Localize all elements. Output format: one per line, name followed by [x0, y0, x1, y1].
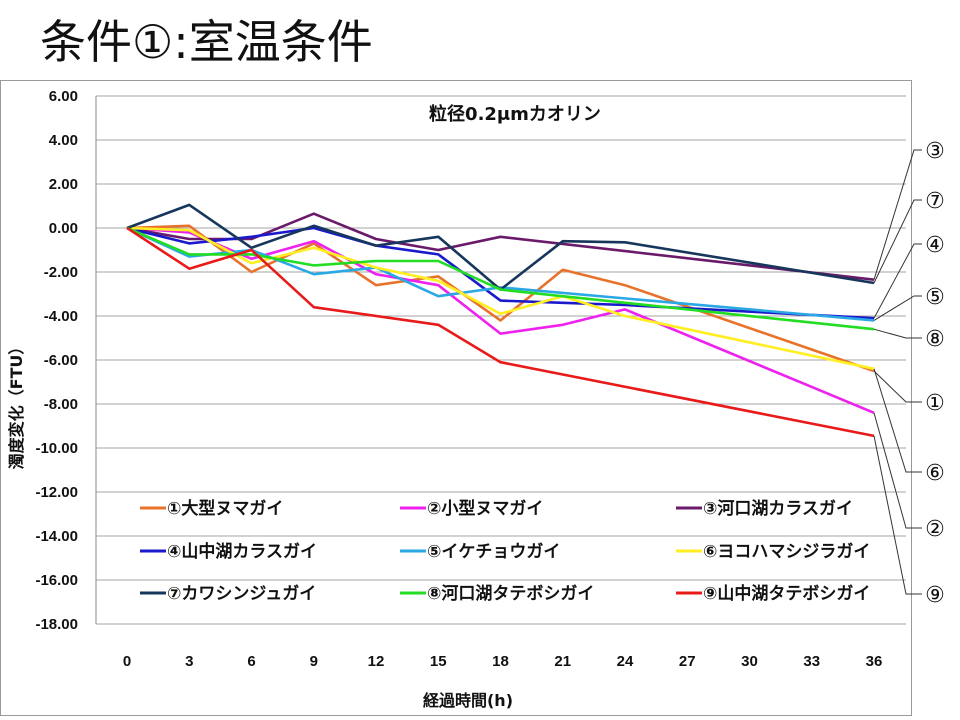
x-tick-label: 24 — [617, 653, 634, 670]
callout-label: ② — [925, 517, 945, 542]
callout-label: ③ — [925, 139, 945, 164]
x-tick-label: 12 — [368, 653, 385, 670]
x-tick-label: 6 — [247, 653, 255, 670]
page-title: 条件①:室温条件 — [40, 15, 373, 69]
x-tick-label: 3 — [185, 653, 193, 670]
callout-label: ⑥ — [925, 461, 945, 486]
x-tick-label: 33 — [803, 653, 820, 670]
series-line-7 — [126, 203, 875, 291]
legend-entry: ⑥ヨコハマシジラガイ — [703, 542, 870, 562]
legend-entry: ⑦カワシンジュガイ — [167, 584, 316, 604]
y-tick-label: 0.00 — [49, 220, 78, 237]
legend-entry: ⑨山中湖タテボシガイ — [703, 583, 870, 604]
series-line-5 — [126, 226, 875, 322]
y-tick-label: -10.00 — [35, 440, 78, 457]
callout-leader — [873, 328, 922, 339]
callout-leader — [873, 149, 922, 280]
y-tick-label: -4.00 — [44, 308, 78, 325]
legend-entry: ①大型ヌマガイ — [167, 498, 283, 519]
callout-label: ⑤ — [925, 285, 945, 310]
callout-label: ① — [925, 391, 945, 416]
callout-label: ⑧ — [925, 327, 945, 352]
x-tick-label: 9 — [310, 653, 318, 670]
x-tick-label: 0 — [123, 653, 131, 670]
y-axis-title: 濁度変化（FTU） — [7, 339, 26, 470]
series-line-1 — [126, 224, 875, 373]
series-lines — [126, 203, 875, 438]
series-line-8 — [126, 226, 875, 331]
x-axis-title: 経過時間(h) — [423, 691, 513, 710]
y-tick-label: -6.00 — [44, 352, 78, 369]
callout-leader — [873, 412, 922, 529]
x-tick-label: 18 — [492, 653, 509, 670]
legend: ①大型ヌマガイ ②小型ヌマガイ ③河口湖カラスガイ ④山中湖カラスガイ ⑤イケチョウガイ… — [140, 498, 870, 604]
y-tick-label: -2.00 — [44, 264, 78, 281]
x-tick-label: 21 — [554, 653, 571, 670]
y-axis-ticks: 6.00 4.00 2.00 0.00 -2.00 -4.00 -6.00 -8.00 -10.… — [35, 88, 78, 633]
legend-entry: ⑤イケチョウガイ — [427, 542, 560, 562]
series-line-6 — [126, 226, 875, 371]
y-tick-label: 6.00 — [49, 88, 78, 105]
callout-leader — [873, 368, 922, 473]
x-tick-label: 30 — [741, 653, 758, 670]
callout-labels: ③ ⑦ ④ ⑤ ⑧ ① ⑥ ② ⑨ — [925, 139, 945, 608]
legend-entry: ③河口湖カラスガイ — [703, 499, 853, 519]
legend-entry: ②小型ヌマガイ — [427, 498, 543, 519]
chart-frame — [0, 80, 912, 716]
chart-title: 粒径0.2μmカオリン — [429, 103, 601, 125]
legend-entry: ⑧河口湖タテボシガイ — [427, 584, 594, 604]
y-tick-label: -12.00 — [35, 484, 78, 501]
callout-label: ⑦ — [925, 189, 945, 214]
y-tick-label: 4.00 — [49, 132, 78, 149]
callout-label: ④ — [925, 233, 945, 258]
y-tick-label: -14.00 — [35, 528, 78, 545]
grid-lines — [95, 95, 906, 625]
callout-leader — [873, 199, 922, 284]
series-line-9 — [126, 226, 875, 438]
y-tick-label: -8.00 — [44, 396, 78, 413]
x-tick-label: 27 — [679, 653, 696, 670]
x-tick-label: 15 — [430, 653, 447, 670]
legend-entry: ④山中湖カラスガイ — [167, 541, 317, 562]
x-axis-ticks: 0 3 6 9 12 15 18 21 24 27 30 33 36 — [123, 653, 883, 670]
y-tick-label: -18.00 — [35, 616, 78, 633]
callout-leader — [873, 295, 922, 321]
callout-leader — [873, 370, 922, 403]
x-tick-label: 36 — [866, 653, 883, 670]
callout-leader — [873, 243, 922, 319]
series-line-4 — [126, 226, 875, 320]
y-tick-label: -16.00 — [35, 572, 78, 589]
callout-leader — [873, 435, 922, 595]
callout-leaders — [873, 149, 922, 595]
callout-label: ⑨ — [925, 583, 945, 608]
y-tick-label: 2.00 — [49, 176, 78, 193]
series-line-3 — [126, 212, 875, 281]
